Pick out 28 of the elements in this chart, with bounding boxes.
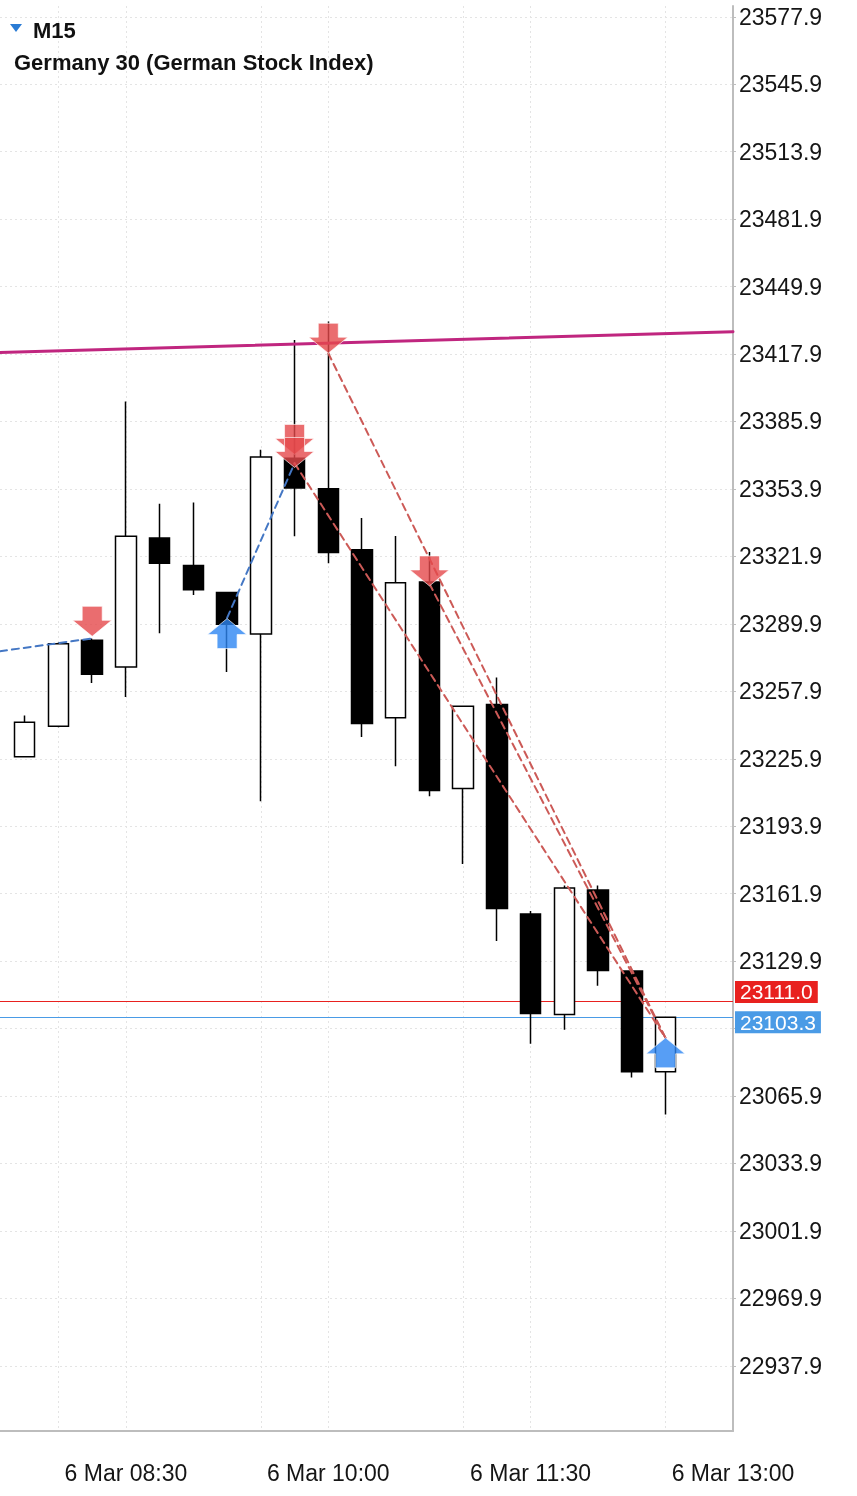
y-tick-label: 23481.9 (739, 206, 823, 233)
y-tick-label: 23417.9 (739, 341, 823, 368)
y-tick-label: 23225.9 (739, 745, 823, 772)
x-tick-label: 6 Mar 08:30 (64, 1459, 188, 1486)
text: Germany 30 (German Stock Index) (14, 49, 374, 75)
y-tick-label: 23449.9 (739, 273, 823, 300)
x-tick-label: 6 Mar 11:30 (470, 1459, 592, 1486)
ref-line-label: 23111.0 (740, 980, 813, 1004)
ref-line-label: 23103.3 (740, 1010, 816, 1034)
y-tick-label: 22937.9 (739, 1352, 823, 1379)
y-tick-label: 22969.9 (739, 1285, 823, 1312)
y-tick-label: 23257.9 (739, 678, 823, 705)
y-tick-label: 23513.9 (739, 138, 823, 165)
x-tick-label: 6 Mar 13:00 (671, 1459, 795, 1486)
y-tick-label: 23577.9 (739, 3, 823, 30)
y-tick-label: 23129.9 (739, 948, 823, 975)
x-tick-label: 6 Mar 10:00 (266, 1459, 390, 1486)
y-tick-label: 23161.9 (739, 880, 823, 907)
y-tick-label: 23545.9 (739, 71, 823, 98)
y-tick-label: 23193.9 (739, 813, 823, 840)
y-tick-label: 23033.9 (739, 1150, 823, 1177)
y-tick-label: 23385.9 (739, 408, 823, 435)
y-tick-label: 23289.9 (739, 610, 823, 637)
y-tick-label: 23321.9 (739, 543, 823, 570)
text: M15 (33, 17, 76, 43)
y-tick-label: 23065.9 (739, 1083, 823, 1110)
y-tick-label: 23001.9 (739, 1217, 823, 1244)
y-tick-label: 23353.9 (739, 475, 823, 502)
